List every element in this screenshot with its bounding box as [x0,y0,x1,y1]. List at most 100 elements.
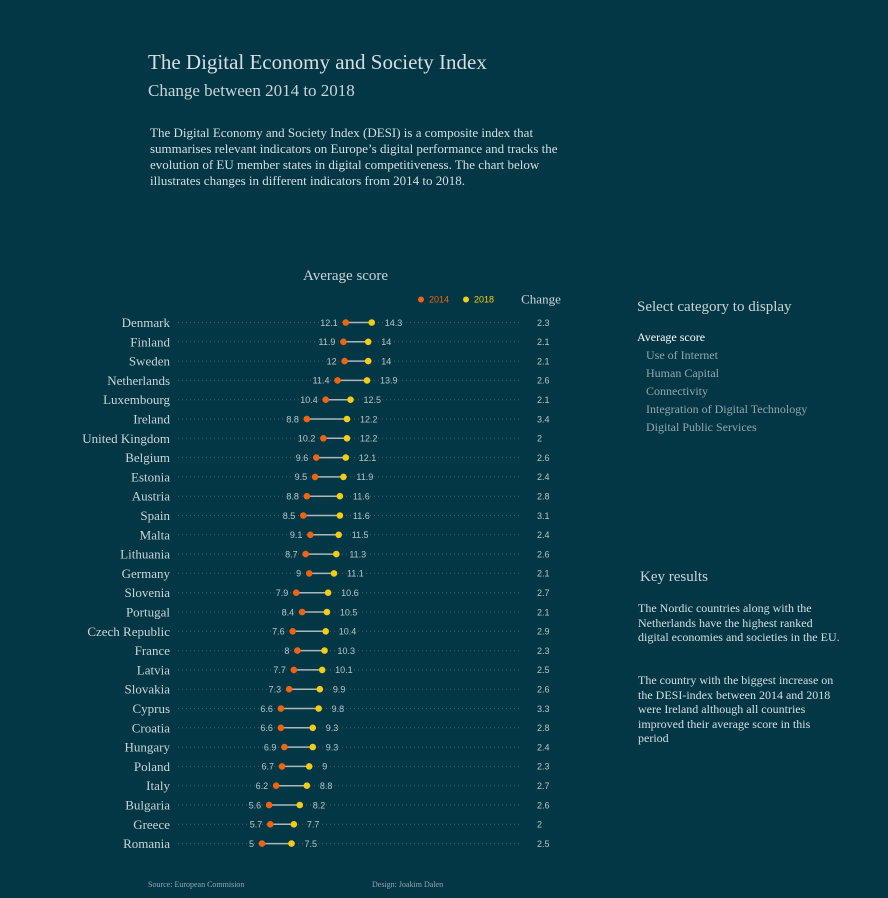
category-digital-public-services[interactable]: Digital Public Services [646,420,757,434]
point-2018 [309,724,317,732]
point-2014 [341,357,348,365]
point-2018 [336,492,344,500]
change-value: 3.1 [537,511,550,521]
point-2018 [330,570,338,577]
point-2014 [289,628,296,635]
point-2018 [347,396,354,404]
country-label: France [135,643,171,658]
change-value: 2 [537,820,542,830]
change-value: 2 [537,434,542,444]
value-label-2018: 9.8 [332,704,345,714]
change-value: 2.4 [537,472,550,482]
point-2014 [266,821,274,828]
country-label: Portugal [126,605,170,620]
value-label-2014: 6.2 [256,781,269,791]
country-label: Bulgaria [125,798,170,813]
point-2014 [322,396,330,404]
change-value: 2.1 [537,395,550,405]
point-2014 [277,724,285,732]
value-label-2014: 10.2 [298,434,316,444]
point-2014 [278,763,286,770]
point-2018 [364,357,372,365]
change-value: 2.9 [537,627,550,637]
change-column-header: Change [521,292,561,307]
country-label: Denmark [122,315,171,330]
point-2014 [320,435,327,442]
point-2018 [368,319,376,326]
point-2014 [281,743,288,751]
value-label-2018: 12.2 [360,434,378,444]
country-label: Croatia [132,720,170,735]
legend-label-2018: 2018 [474,295,494,305]
category-list: Average score Use of Internet Human Capi… [637,328,807,436]
change-value: 2.6 [537,453,550,463]
point-2014 [312,454,320,461]
value-label-2018: 12.5 [364,395,382,405]
country-label: Finland [130,334,170,349]
point-2014 [303,415,311,423]
point-2018 [363,377,371,384]
country-label: Greece [133,817,170,832]
value-label-2018: 9.3 [326,742,339,752]
value-label-2014: 5.6 [249,800,262,810]
page-title: The Digital Economy and Society Index [148,50,487,74]
change-value: 2.7 [537,588,550,598]
page-subtitle: Change between 2014 to 2018 [148,81,355,100]
category-integration-digital-technology[interactable]: Integration of Digital Technology [646,402,808,416]
value-label-2018: 8.2 [313,800,326,810]
point-2014 [311,473,319,481]
change-value: 2.1 [537,607,550,617]
value-label-2014: 8.5 [283,511,296,521]
intro-text: The Digital Economy and Society Index (D… [150,125,558,188]
change-value: 2.1 [537,569,550,579]
country-label: Estonia [131,469,170,484]
value-label-2014: 12 [327,356,337,366]
value-label-2018: 10.3 [338,646,356,656]
value-label-2014: 11.4 [313,376,330,386]
value-label-2014: 9.6 [296,453,309,463]
value-label-2014: 9.5 [295,472,308,482]
country-label: Belgium [125,450,170,465]
point-2014 [307,531,314,539]
point-2014 [265,801,273,809]
point-2014 [292,589,300,596]
change-value: 2.6 [537,549,550,559]
value-label-2014: 7.9 [276,588,289,598]
value-label-2018: 11.6 [353,511,370,521]
legend-marker-2014 [418,296,424,303]
category-human-capital[interactable]: Human Capital [646,366,719,380]
value-label-2018: 7.5 [305,839,318,849]
design-credit: Design: Joakim Dalen [372,880,444,889]
legend-marker-2018 [463,296,469,303]
change-value: 2.3 [537,762,550,772]
point-2014 [258,840,266,847]
country-label: Slovakia [125,682,171,697]
country-label: Italy [146,778,170,793]
point-2014 [300,512,307,519]
category-connectivity[interactable]: Connectivity [646,384,708,398]
change-value: 2.8 [537,492,550,502]
value-label-2018: 11.1 [347,569,364,579]
value-label-2018: 12.2 [360,414,378,424]
change-value: 2.8 [537,723,550,733]
category-use-of-internet[interactable]: Use of Internet [646,348,718,362]
value-label-2014: 7.3 [269,685,282,695]
value-label-2014: 5.7 [250,820,263,830]
point-2018 [340,473,347,481]
country-label: Spain [140,508,170,523]
country-label: Malta [140,527,171,542]
point-2018 [333,550,340,558]
category-average-score[interactable]: Average score [637,330,706,344]
country-label: Latvia [137,662,170,677]
value-label-2018: 10.5 [340,607,358,617]
value-label-2014: 8.4 [282,607,295,617]
change-value: 2.6 [537,376,550,386]
point-2018 [296,801,304,809]
key-result-text: The country with the biggest increase on… [638,673,834,745]
value-label-2018: 11.3 [349,549,366,559]
point-2018 [305,763,313,770]
value-label-2018: 8.8 [320,781,333,791]
value-label-2018: 10.6 [341,588,359,598]
value-label-2014: 8 [284,646,289,656]
value-label-2018: 11.9 [356,472,373,482]
